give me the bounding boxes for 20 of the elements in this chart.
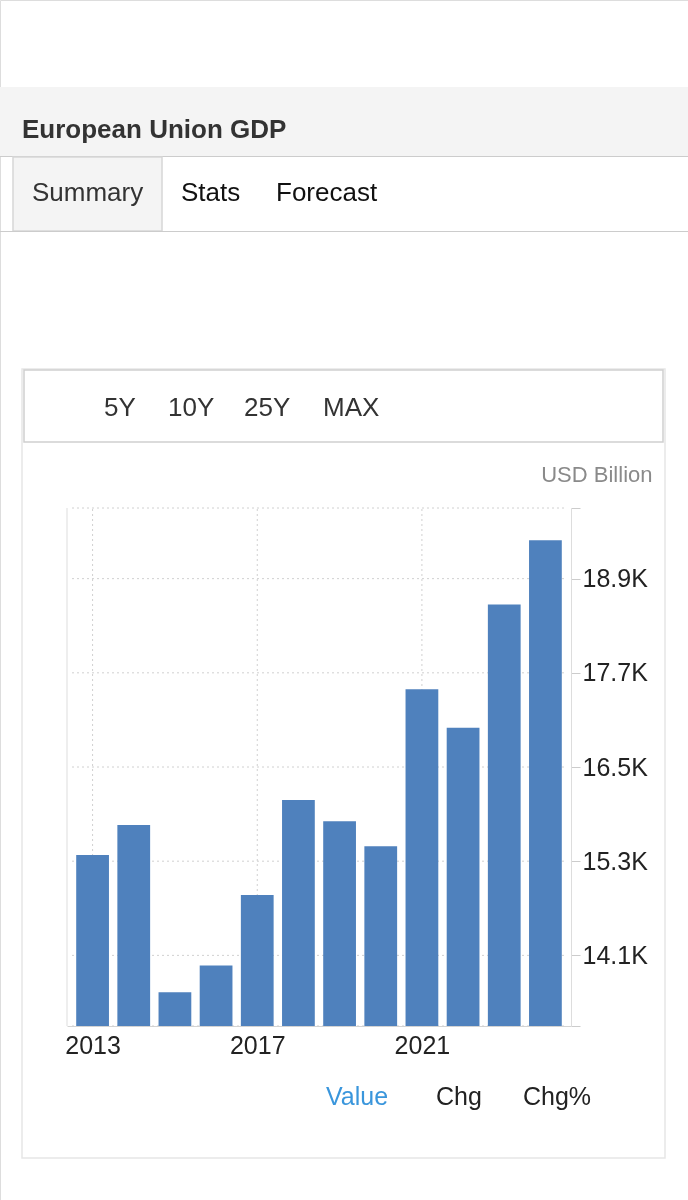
text: Forecast: [276, 177, 378, 207]
y-tick-label: 18.9K: [582, 564, 649, 593]
text: Stats: [181, 177, 241, 207]
text: MAX: [323, 392, 380, 422]
y-tick-label: 16.5K: [582, 752, 649, 781]
text: Summary: [32, 177, 144, 207]
y-tick-label: 14.1K: [582, 940, 649, 969]
y-axis-title: USD Billion: [541, 461, 653, 487]
text: Chg%: [523, 1082, 592, 1110]
y-tick-label: 15.3K: [582, 846, 649, 875]
text: Value: [326, 1082, 389, 1110]
x-tick-label: 2021: [394, 1030, 451, 1059]
x-tick-label: 2017: [229, 1030, 286, 1059]
text: 5Y: [104, 392, 136, 422]
text: 25Y: [244, 392, 291, 422]
chart-title: European Union GDP: [22, 114, 287, 144]
text: 10Y: [168, 392, 215, 422]
y-tick-label: 17.7K: [582, 658, 649, 687]
x-tick-label: 2013: [65, 1030, 121, 1059]
text: Chg: [436, 1082, 482, 1110]
